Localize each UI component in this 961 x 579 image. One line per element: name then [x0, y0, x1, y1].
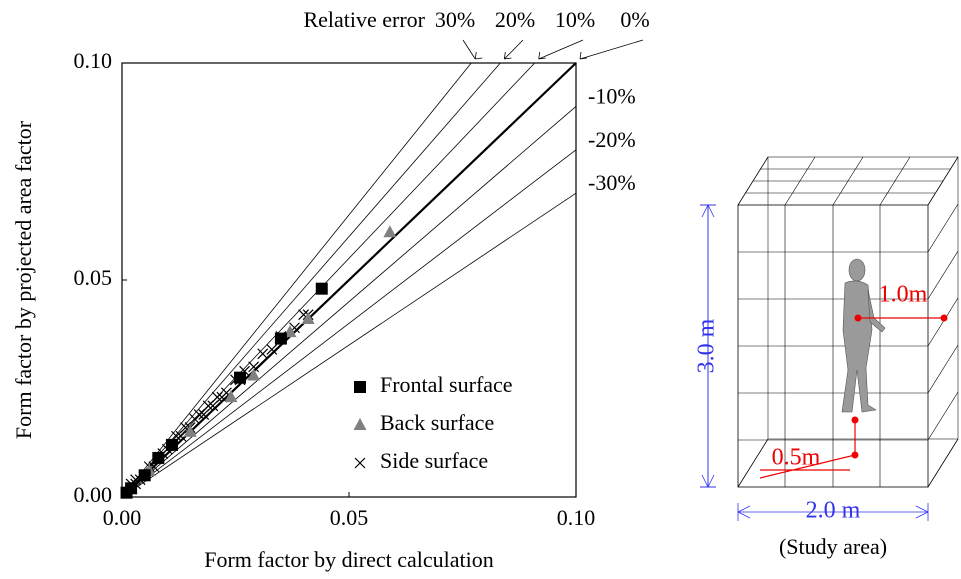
reference-line: [121, 62, 577, 498]
y-tick-label: 0.00: [74, 482, 113, 507]
dot: [851, 416, 859, 424]
reference-title: Relative error: [303, 7, 425, 32]
legend-label: Back surface: [380, 410, 494, 435]
y-tick-label: 0.05: [74, 265, 113, 290]
y-axis-label: Form factor by projected area factor: [11, 120, 36, 439]
marker: [120, 486, 133, 499]
reference-arrow: [579, 39, 644, 60]
legend-label: Frontal surface: [380, 372, 513, 397]
reference-arrow: [538, 39, 584, 60]
marker: [207, 400, 219, 412]
dot: [854, 314, 862, 322]
reference-line: [121, 62, 472, 498]
reference-label: 20%: [495, 7, 535, 32]
elevation-label: 0.5m: [772, 445, 821, 471]
reference-line: [121, 149, 577, 498]
reference-label: 10%: [555, 7, 595, 32]
x-tick-label: 0.05: [330, 505, 369, 530]
caption: (Study area): [779, 534, 887, 559]
marker: [138, 469, 151, 482]
dot: [851, 451, 859, 459]
dot: [940, 314, 948, 322]
marker: [353, 418, 367, 430]
marker: [383, 225, 397, 238]
width-label: 2.0 m: [806, 498, 861, 524]
marker: [301, 312, 315, 325]
reference-line: [121, 62, 501, 498]
study-area-diagram: [700, 156, 959, 521]
reference-line: [121, 62, 536, 498]
reference-arrow: [462, 39, 483, 60]
marker: [211, 391, 223, 403]
human-figure: [841, 258, 886, 413]
distance-label: 1.0m: [879, 282, 928, 308]
x-tick-label: 0.10: [557, 505, 596, 530]
reference-line: [121, 106, 577, 498]
marker: [234, 371, 247, 384]
legend-label: Side surface: [380, 448, 488, 473]
marker: [354, 457, 366, 469]
reference-line: [121, 192, 577, 498]
height-arrow-heads: [701, 204, 715, 488]
marker: [165, 438, 178, 451]
marker: [202, 400, 214, 412]
marker: [193, 409, 205, 420]
x-tick-label: 0.00: [103, 505, 142, 530]
marker: [224, 390, 238, 403]
reference-arrow: [503, 39, 524, 60]
reference-label: 0%: [620, 7, 649, 32]
x-axis-label: Form factor by direct calculation: [204, 547, 494, 572]
reference-label: -10%: [588, 83, 636, 108]
marker: [266, 344, 278, 355]
marker: [247, 368, 261, 381]
width-arrow: [737, 503, 929, 521]
marker: [274, 332, 287, 345]
marker: [152, 451, 165, 464]
marker: [248, 361, 260, 373]
box-grid: [738, 156, 959, 487]
marker: [354, 381, 366, 393]
y-tick-label: 0.10: [74, 48, 113, 73]
marker: [315, 282, 328, 295]
reference-label: -30%: [588, 170, 636, 195]
reference-label: 30%: [435, 7, 475, 32]
marker: [198, 409, 210, 420]
marker: [257, 348, 269, 360]
reference-label: -20%: [588, 127, 636, 152]
height-label: 3.0 m: [694, 318, 720, 373]
marker: [183, 424, 197, 437]
